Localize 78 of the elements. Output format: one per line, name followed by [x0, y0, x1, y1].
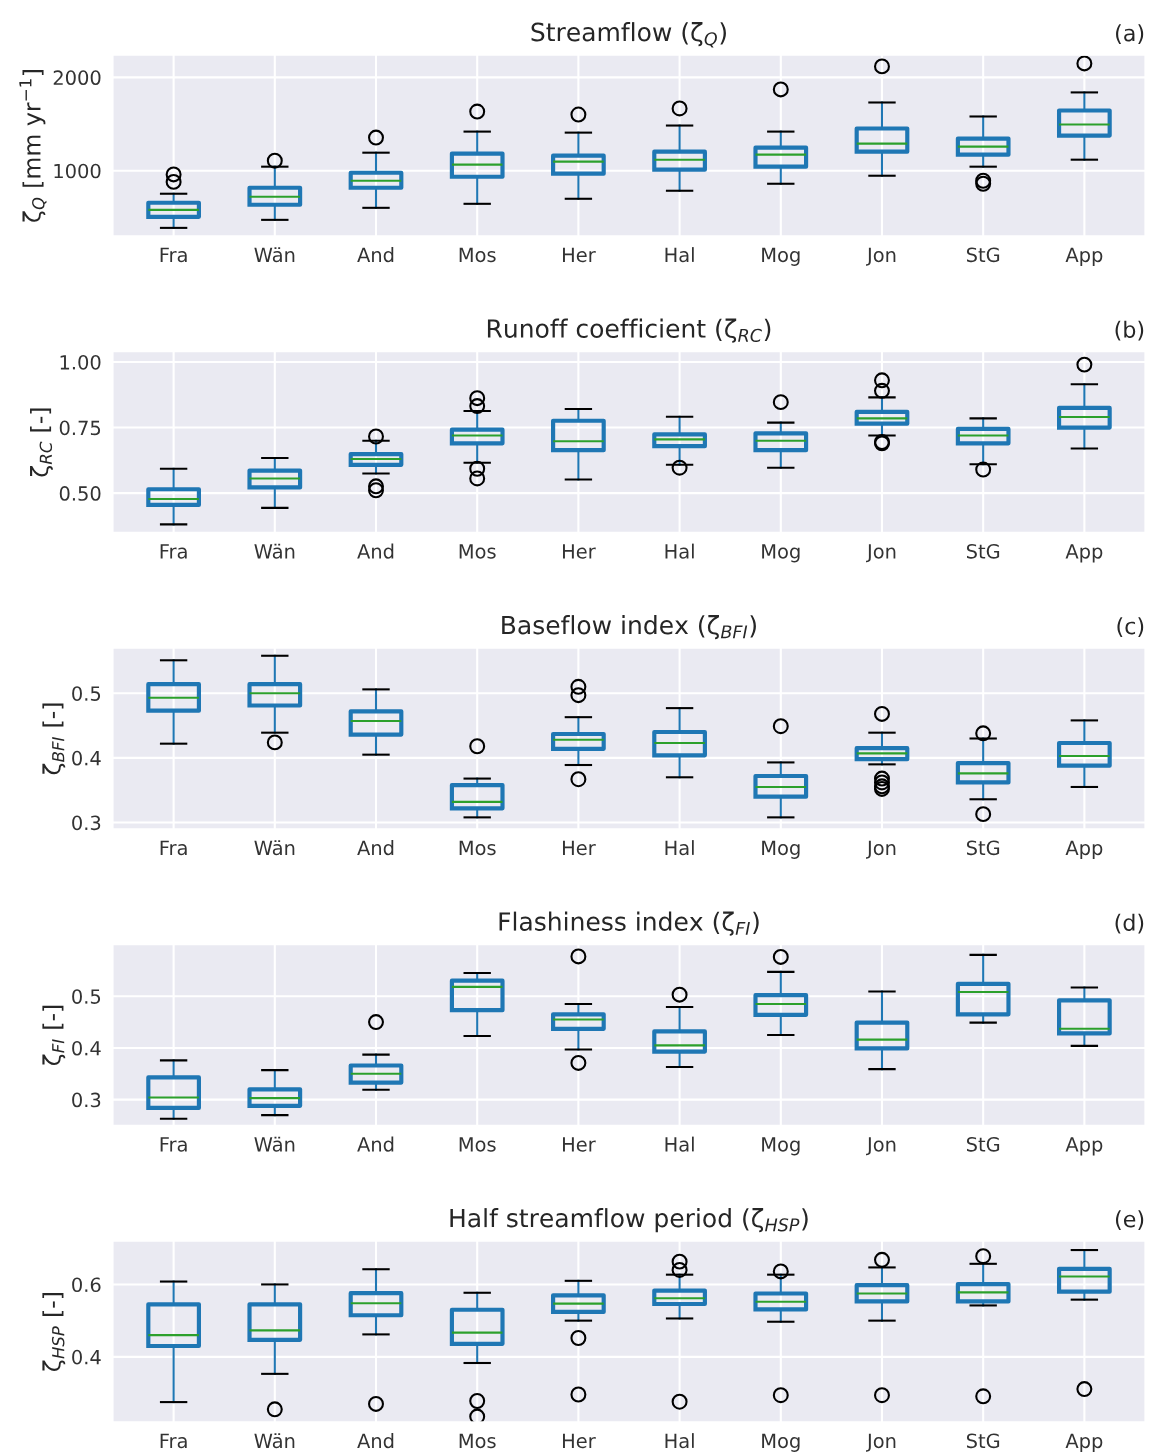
- x-tick-label: Hal: [665, 1136, 694, 1152]
- x-tick-label: Jon: [866, 247, 896, 266]
- x-tick-label: StG: [966, 247, 1000, 263]
- x-tick-label: Wän: [254, 543, 295, 559]
- x-tick-label: Mog: [762, 1137, 800, 1156]
- x-tick-label: App: [1065, 1137, 1103, 1156]
- chart-title: Half streamflow period (ζ$_{HSP}$): [450, 1208, 808, 1233]
- x-tick-label: And: [357, 840, 394, 856]
- text: (c): [1117, 617, 1144, 638]
- x-tick-label: Mos: [459, 544, 496, 559]
- x-tick-label: Mog: [762, 247, 800, 266]
- y-tick-label: 0.3: [72, 1092, 101, 1108]
- y-tick-label: 0.5: [72, 686, 101, 701]
- x-tick-label: Her: [563, 1137, 596, 1152]
- y-axis-title: ζ$_{RC}$ [-]: [30, 408, 53, 477]
- y-tick-label: 0.3: [72, 815, 101, 831]
- x-tick-label: App: [1065, 840, 1103, 859]
- x-tick-label: Mos: [459, 247, 496, 263]
- text: (d): [1115, 913, 1144, 934]
- x-tick-label: Jon: [866, 1137, 896, 1156]
- x-tick-label: Wän: [254, 1433, 295, 1449]
- x-tick-label: And: [357, 247, 394, 263]
- x-tick-label: Fra: [160, 544, 187, 559]
- x-tick-label: StG: [966, 543, 1000, 559]
- x-tick-label: Mos: [459, 840, 496, 856]
- x-tick-label: Hal: [665, 1433, 694, 1449]
- x-tick-label: Wän: [254, 1136, 295, 1152]
- y-tick-label: 0.50: [59, 486, 101, 501]
- y-axis-title: ζ$_{BFI}$ [-]: [42, 703, 66, 775]
- x-tick-label: Fra: [160, 1137, 187, 1152]
- text: (e): [1115, 1210, 1144, 1231]
- x-tick-label: Jon: [866, 544, 896, 563]
- y-tick-label: 2000: [53, 70, 101, 86]
- x-tick-label: Her: [563, 1433, 596, 1449]
- x-tick-label: Her: [563, 840, 596, 856]
- x-tick-label: Hal: [665, 247, 694, 263]
- x-tick-label: Her: [563, 544, 596, 559]
- x-tick-label: Fra: [160, 1433, 187, 1449]
- x-tick-label: App: [1065, 544, 1103, 563]
- y-tick-label: 1.00: [60, 354, 101, 370]
- x-tick-label: StG: [966, 1433, 1000, 1449]
- y-tick-label: 0.5: [72, 989, 101, 1004]
- x-tick-label: Fra: [160, 840, 187, 856]
- x-tick-label: Hal: [665, 543, 694, 559]
- y-axis-title: ζ$_{HSP}$ [-]: [42, 1293, 66, 1371]
- x-tick-label: Wän: [254, 840, 295, 856]
- x-tick-label: And: [357, 543, 394, 559]
- y-tick-label: 1000: [54, 163, 101, 179]
- y-tick-label: 0.4: [72, 1349, 101, 1365]
- y-axis-title: ζ$_{Q}$ [mm yr$^{−1}$]: [19, 70, 47, 222]
- y-tick-label: 0.4: [72, 1040, 101, 1056]
- y-tick-label: 0.6: [72, 1277, 101, 1293]
- x-tick-label: And: [357, 1136, 394, 1152]
- chart-title: Baseflow index (ζ$_{BFI}$): [502, 615, 756, 640]
- x-tick-label: Mog: [762, 544, 800, 563]
- x-tick-label: Wän: [254, 247, 295, 263]
- x-tick-label: Jon: [866, 840, 896, 859]
- x-tick-label: App: [1065, 1433, 1103, 1452]
- x-tick-label: Mos: [459, 1433, 496, 1449]
- x-tick-label: Her: [563, 247, 596, 263]
- chart-title: Streamflow (ζ$_{Q}$): [531, 22, 726, 48]
- x-tick-label: StG: [966, 840, 1000, 856]
- y-tick-label: 0.75: [59, 420, 101, 436]
- x-tick-label: And: [357, 1433, 394, 1449]
- x-tick-label: Jon: [866, 1433, 896, 1452]
- x-tick-label: Mog: [762, 1433, 800, 1452]
- x-tick-label: StG: [966, 1136, 1000, 1152]
- text: (b): [1115, 320, 1144, 341]
- chart-title: Flashiness index (ζ$_{FI}$): [499, 911, 759, 936]
- x-tick-label: Mos: [459, 1137, 496, 1152]
- text: (a): [1116, 24, 1144, 45]
- chart-title: Runoff coefficient (ζ$_{RC}$): [487, 318, 771, 343]
- y-tick-label: 0.4: [72, 750, 101, 766]
- x-tick-label: Mog: [762, 840, 800, 859]
- x-tick-label: Fra: [160, 247, 187, 263]
- x-tick-label: Hal: [665, 840, 694, 856]
- y-axis-title: ζ$_{FI}$ [-]: [42, 1005, 66, 1066]
- x-tick-label: App: [1065, 247, 1103, 266]
